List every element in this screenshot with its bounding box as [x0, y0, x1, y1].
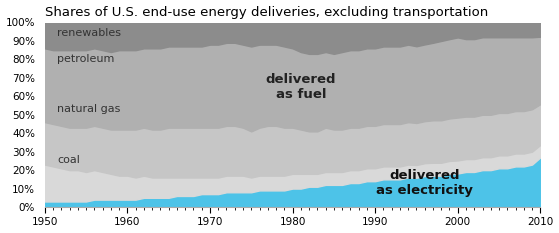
- Text: Shares of U.S. end-use energy deliveries, excluding transportation: Shares of U.S. end-use energy deliveries…: [45, 6, 488, 19]
- Text: renewables: renewables: [57, 28, 121, 38]
- Text: delivered
as fuel: delivered as fuel: [266, 73, 336, 101]
- Text: coal: coal: [57, 155, 80, 165]
- Text: delivered
as electricity: delivered as electricity: [376, 169, 473, 197]
- Text: petroleum: petroleum: [57, 54, 115, 64]
- Text: natural gas: natural gas: [57, 104, 121, 114]
